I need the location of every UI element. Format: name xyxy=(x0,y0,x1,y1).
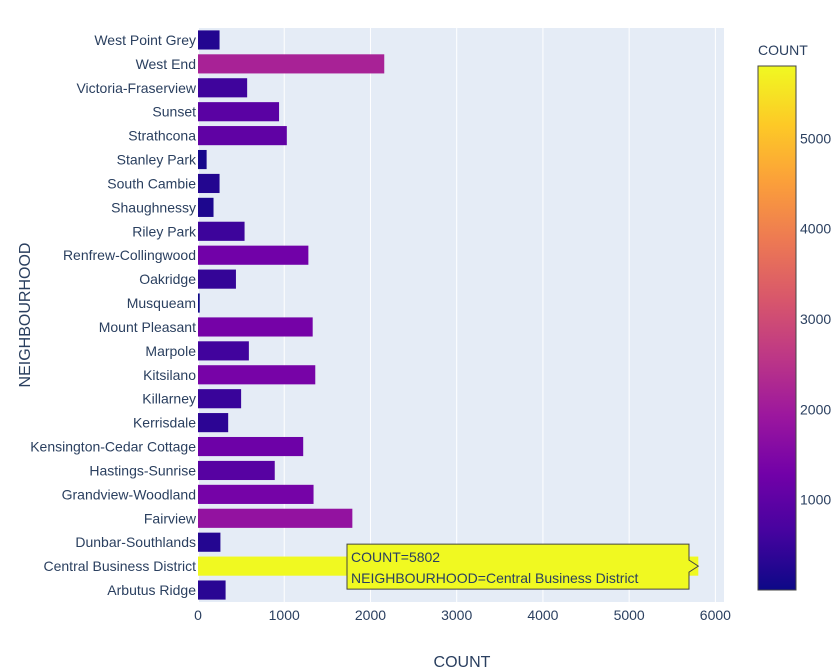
y-tick-label: Central Business District xyxy=(44,558,197,574)
bar-stanley-park[interactable] xyxy=(198,149,207,170)
bar-victoria-fraserview[interactable] xyxy=(198,78,248,98)
colorbar-ticks: 1000 2000 3000 4000 5000 xyxy=(800,130,831,507)
bar-grandview-woodland[interactable] xyxy=(198,484,314,504)
bar-sunset[interactable] xyxy=(198,102,280,122)
colorbar-title: COUNT xyxy=(758,42,808,58)
y-tick-label: Stanley Park xyxy=(117,152,197,168)
y-tick-label: West Point Grey xyxy=(94,32,196,48)
y-tick-label: Killarney xyxy=(142,391,196,407)
y-tick-label: Fairview xyxy=(144,510,197,526)
y-tick-label: Dunbar-Southlands xyxy=(75,534,196,550)
x-tick-label: 5000 xyxy=(614,607,645,623)
bar-kitsilano[interactable] xyxy=(198,365,316,385)
y-tick-label: Sunset xyxy=(152,104,196,120)
tooltip-count: COUNT=5802 xyxy=(351,549,440,565)
bar-arbutus-ridge[interactable] xyxy=(198,580,226,600)
bar-shaughnessy[interactable] xyxy=(198,197,214,217)
y-tick-label: West End xyxy=(136,56,196,72)
bar-killarney[interactable] xyxy=(198,389,242,409)
bar-oakridge[interactable] xyxy=(198,269,236,289)
colorbar-tick-label: 3000 xyxy=(800,311,831,327)
x-tick-label: 6000 xyxy=(700,607,731,623)
bar-kensington-cedar-cottage[interactable] xyxy=(198,436,304,457)
x-tick-label: 1000 xyxy=(269,607,300,623)
colorbar-tick-label: 2000 xyxy=(800,401,831,417)
y-tick-labels: West Point Grey West End Victoria-Fraservi… xyxy=(30,32,197,598)
x-tick-label: 3000 xyxy=(441,607,472,623)
x-tick-label: 4000 xyxy=(527,607,558,623)
y-axis-title: NEIGHBOURHOOD xyxy=(17,243,34,388)
y-tick-label: Riley Park xyxy=(132,223,197,239)
bar-renfrew-collingwood[interactable] xyxy=(198,245,309,265)
y-tick-label: Hastings-Sunrise xyxy=(89,462,196,478)
y-tick-label: Kensington-Cedar Cottage xyxy=(30,439,196,455)
bar-strathcona[interactable] xyxy=(198,126,287,146)
gridlines xyxy=(197,28,716,602)
y-tick-label: Kerrisdale xyxy=(133,415,196,431)
bar-riley-park[interactable] xyxy=(198,221,245,241)
x-axis-title: COUNT xyxy=(434,654,491,670)
y-tick-label: Arbutus Ridge xyxy=(107,582,196,598)
y-tick-label: Strathcona xyxy=(128,128,196,144)
bar-west-point-grey[interactable] xyxy=(198,30,220,50)
colorbar-tick-label: 4000 xyxy=(800,221,831,237)
y-tick-label: Kitsilano xyxy=(143,367,196,383)
colorbar xyxy=(757,65,797,591)
y-tick-label: Marpole xyxy=(145,343,196,359)
y-tick-label: Victoria-Fraserview xyxy=(76,80,196,96)
bar-hastings-sunrise[interactable] xyxy=(198,460,275,481)
colorbar-tick-label: 5000 xyxy=(800,130,831,146)
x-tick-label: 2000 xyxy=(355,607,386,623)
bar-musqueam[interactable] xyxy=(198,293,200,313)
y-tick-label: Oakridge xyxy=(139,271,196,287)
y-tick-label: Musqueam xyxy=(127,295,196,311)
y-tick-label: Mount Pleasant xyxy=(99,319,196,335)
bar-mount-pleasant[interactable] xyxy=(198,317,313,337)
plot-area xyxy=(198,28,724,602)
colorbar-tick-label: 1000 xyxy=(800,492,831,508)
bar-west-end[interactable] xyxy=(198,54,385,74)
x-tick-label: 0 xyxy=(194,607,202,623)
tooltip-box xyxy=(346,543,700,590)
bar-dunbar-southlands[interactable] xyxy=(198,532,221,552)
hover-tooltip: COUNT=5802 NEIGHBOURHOOD=Central Busines… xyxy=(346,543,700,590)
bar-south-cambie[interactable] xyxy=(198,173,220,194)
bar-kerrisdale[interactable] xyxy=(198,413,229,433)
y-tick-label: Grandview-Woodland xyxy=(62,486,196,502)
x-tick-labels: 0 1000 2000 3000 4000 5000 6000 xyxy=(194,607,731,623)
bar-marpole[interactable] xyxy=(198,341,249,361)
y-tick-label: South Cambie xyxy=(107,175,196,191)
bar-fairview[interactable] xyxy=(198,508,353,528)
y-tick-label: Renfrew-Collingwood xyxy=(63,247,196,263)
y-tick-label: Shaughnessy xyxy=(111,199,196,215)
tooltip-neighbourhood: NEIGHBOURHOOD=Central Business District xyxy=(351,570,639,586)
